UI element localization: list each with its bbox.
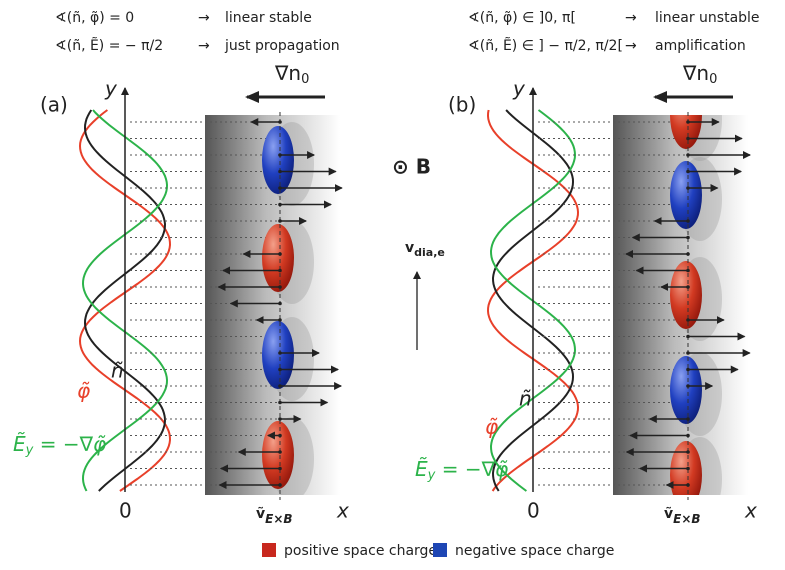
legend-label: negative space charge [455, 543, 614, 559]
center: ⊙ B vdia,e [392, 155, 445, 351]
drift-label: vdia,e [405, 240, 445, 259]
e-sub: y [427, 468, 436, 483]
x-axis-label: x [336, 499, 349, 523]
charges [670, 77, 722, 521]
condition-expr: ∢(ñ, φ̃) ∈ ]0, π[ [468, 10, 576, 26]
phi-label: φ̃ [77, 379, 90, 403]
condition-arrow: → [198, 38, 210, 54]
vexb-sub: E×B [265, 512, 292, 526]
figure: ∢(ñ, φ̃) = 0 → linear stable ∢(ñ, Ẽ) = − π/… [0, 0, 785, 566]
phi-label: φ̃ [485, 415, 498, 439]
x-axis-label: x [744, 499, 757, 523]
vexb-label: ṽE×B [256, 506, 293, 526]
y-axis-label: y [104, 77, 118, 101]
panel-label: (a) [40, 93, 68, 117]
legend: positive space charge negative space char… [262, 543, 614, 559]
n-label: ñ [111, 359, 124, 383]
field-label: ⊙ B [392, 155, 431, 179]
vexb-main: ṽ [256, 506, 265, 522]
condition-result: linear stable [225, 10, 312, 26]
condition-arrow: → [625, 10, 637, 26]
gradient-sub: 0 [709, 72, 717, 87]
vexb-label: ṽE×B [664, 506, 701, 526]
condition-arrow: → [198, 10, 210, 26]
legend-swatch [433, 543, 447, 557]
vexb-main: ṽ [664, 506, 673, 522]
drift-sub: dia,e [414, 246, 445, 259]
charge-blue [262, 126, 294, 194]
legend-label: positive space charge [284, 543, 437, 559]
e-label: Ẽy = −∇φ̃ [13, 432, 106, 458]
condition-expr: ∢(ñ, Ẽ) = − π/2 [55, 37, 163, 54]
e-main: Ẽ [13, 432, 26, 456]
charge-red [670, 441, 702, 509]
condition-arrow: → [625, 38, 637, 54]
e-rest: = −∇φ̃ [33, 432, 106, 456]
gradient-main: ∇n [274, 61, 301, 85]
n-label: ñ [519, 387, 532, 411]
gradient-label: ∇n0 [682, 61, 717, 87]
gradient-sub: 0 [301, 72, 309, 87]
e-sub: y [25, 443, 34, 458]
vexb-sub: E×B [673, 512, 700, 526]
condition-result: linear unstable [655, 10, 760, 26]
panel-label: (b) [448, 93, 476, 117]
gradient-main: ∇n [682, 61, 709, 85]
charge-blue [670, 356, 702, 424]
header: ∢(ñ, φ̃) = 0 → linear stable ∢(ñ, Ẽ) = − π/… [55, 10, 760, 54]
origin-label: 0 [527, 499, 540, 523]
condition-result: just propagation [224, 38, 340, 54]
charge-blue [262, 321, 294, 389]
e-label: Ẽy = −∇φ̃ [415, 457, 508, 483]
condition-expr: ∢(ñ, φ̃) = 0 [55, 10, 134, 26]
charge-red [262, 421, 294, 489]
drift-main: v [405, 240, 414, 256]
y-axis-label: y [512, 77, 526, 101]
condition-expr: ∢(ñ, Ẽ) ∈ ] − π/2, π/2[ [468, 37, 623, 54]
e-main: Ẽ [415, 457, 428, 481]
legend-swatch [262, 543, 276, 557]
origin-label: 0 [119, 499, 132, 523]
e-rest: = −∇φ̃ [435, 457, 508, 481]
condition-result: amplification [655, 38, 746, 54]
gradient-label: ∇n0 [274, 61, 309, 87]
charge-red [262, 224, 294, 292]
